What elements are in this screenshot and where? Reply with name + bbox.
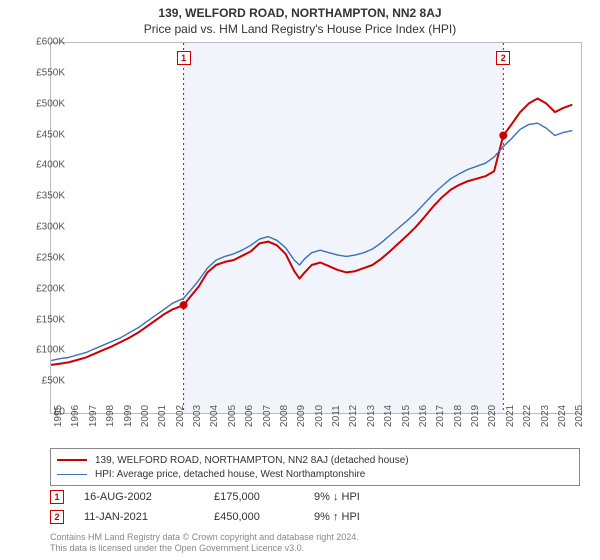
legend-item-hpi: HPI: Average price, detached house, West… — [57, 467, 573, 481]
xtick-2019: 2019 — [470, 405, 481, 427]
chart-container: 139, WELFORD ROAD, NORTHAMPTON, NN2 8AJ … — [0, 0, 600, 560]
legend-label-property: 139, WELFORD ROAD, NORTHAMPTON, NN2 8AJ … — [95, 455, 409, 466]
sale-date-1: 16-AUG-2002 — [84, 491, 214, 503]
ytick-600: £600K — [10, 37, 65, 48]
sale-delta-2: 9% ↑ HPI — [314, 511, 360, 523]
xtick-2009: 2009 — [296, 405, 307, 427]
ytick-450: £450K — [10, 129, 65, 140]
xtick-2012: 2012 — [348, 405, 359, 427]
xtick-1997: 1997 — [88, 405, 99, 427]
ytick-400: £400K — [10, 160, 65, 171]
xtick-2002: 2002 — [175, 405, 186, 427]
xtick-2014: 2014 — [383, 405, 394, 427]
xtick-2001: 2001 — [157, 405, 168, 427]
legend-swatch-property — [57, 459, 87, 461]
xtick-2013: 2013 — [366, 405, 377, 427]
xtick-2008: 2008 — [279, 405, 290, 427]
xtick-2011: 2011 — [331, 405, 342, 427]
xtick-2016: 2016 — [418, 405, 429, 427]
sale-marker-2: 2 — [50, 510, 64, 524]
xtick-2003: 2003 — [192, 405, 203, 427]
xtick-2022: 2022 — [522, 405, 533, 427]
xtick-1998: 1998 — [105, 405, 116, 427]
xtick-2018: 2018 — [453, 405, 464, 427]
chart-subtitle: Price paid vs. HM Land Registry's House … — [0, 22, 600, 36]
sale-price-1: £175,000 — [214, 491, 314, 503]
plot-marker-1: 1 — [177, 51, 191, 65]
sale-row-1: 1 16-AUG-2002 £175,000 9% ↓ HPI — [50, 490, 580, 504]
sale-date-2: 11-JAN-2021 — [84, 511, 214, 523]
xtick-2004: 2004 — [209, 405, 220, 427]
xtick-1996: 1996 — [70, 405, 81, 427]
plot-area: 12 — [50, 42, 582, 414]
xtick-2020: 2020 — [487, 405, 498, 427]
ytick-50: £50K — [10, 376, 65, 387]
xtick-2025: 2025 — [574, 405, 585, 427]
xtick-2015: 2015 — [401, 405, 412, 427]
ytick-350: £350K — [10, 191, 65, 202]
legend-swatch-hpi — [57, 474, 87, 475]
xtick-1999: 1999 — [123, 405, 134, 427]
chart-title-address: 139, WELFORD ROAD, NORTHAMPTON, NN2 8AJ — [0, 6, 600, 20]
sale-price-2: £450,000 — [214, 511, 314, 523]
sale-marker-1: 1 — [50, 490, 64, 504]
legend: 139, WELFORD ROAD, NORTHAMPTON, NN2 8AJ … — [50, 448, 580, 486]
legend-item-property: 139, WELFORD ROAD, NORTHAMPTON, NN2 8AJ … — [57, 453, 573, 467]
ytick-150: £150K — [10, 314, 65, 325]
xtick-2005: 2005 — [227, 405, 238, 427]
ytick-100: £100K — [10, 345, 65, 356]
ytick-500: £500K — [10, 98, 65, 109]
licence-text: Contains HM Land Registry data © Crown c… — [50, 532, 580, 554]
licence-line-2: This data is licensed under the Open Gov… — [50, 543, 304, 553]
ytick-300: £300K — [10, 222, 65, 233]
plot-svg — [51, 43, 581, 413]
xtick-2006: 2006 — [244, 405, 255, 427]
plot-marker-2: 2 — [496, 51, 510, 65]
sale-row-2: 2 11-JAN-2021 £450,000 9% ↑ HPI — [50, 510, 580, 524]
sale-delta-1: 9% ↓ HPI — [314, 491, 360, 503]
xtick-2000: 2000 — [140, 405, 151, 427]
xtick-1995: 1995 — [53, 405, 64, 427]
ytick-550: £550K — [10, 67, 65, 78]
legend-label-hpi: HPI: Average price, detached house, West… — [95, 469, 365, 480]
licence-line-1: Contains HM Land Registry data © Crown c… — [50, 532, 359, 542]
xtick-2007: 2007 — [262, 405, 273, 427]
xtick-2021: 2021 — [505, 405, 516, 427]
ytick-250: £250K — [10, 252, 65, 263]
xtick-2024: 2024 — [557, 405, 568, 427]
xtick-2023: 2023 — [540, 405, 551, 427]
ytick-200: £200K — [10, 283, 65, 294]
xtick-2010: 2010 — [314, 405, 325, 427]
xtick-2017: 2017 — [435, 405, 446, 427]
